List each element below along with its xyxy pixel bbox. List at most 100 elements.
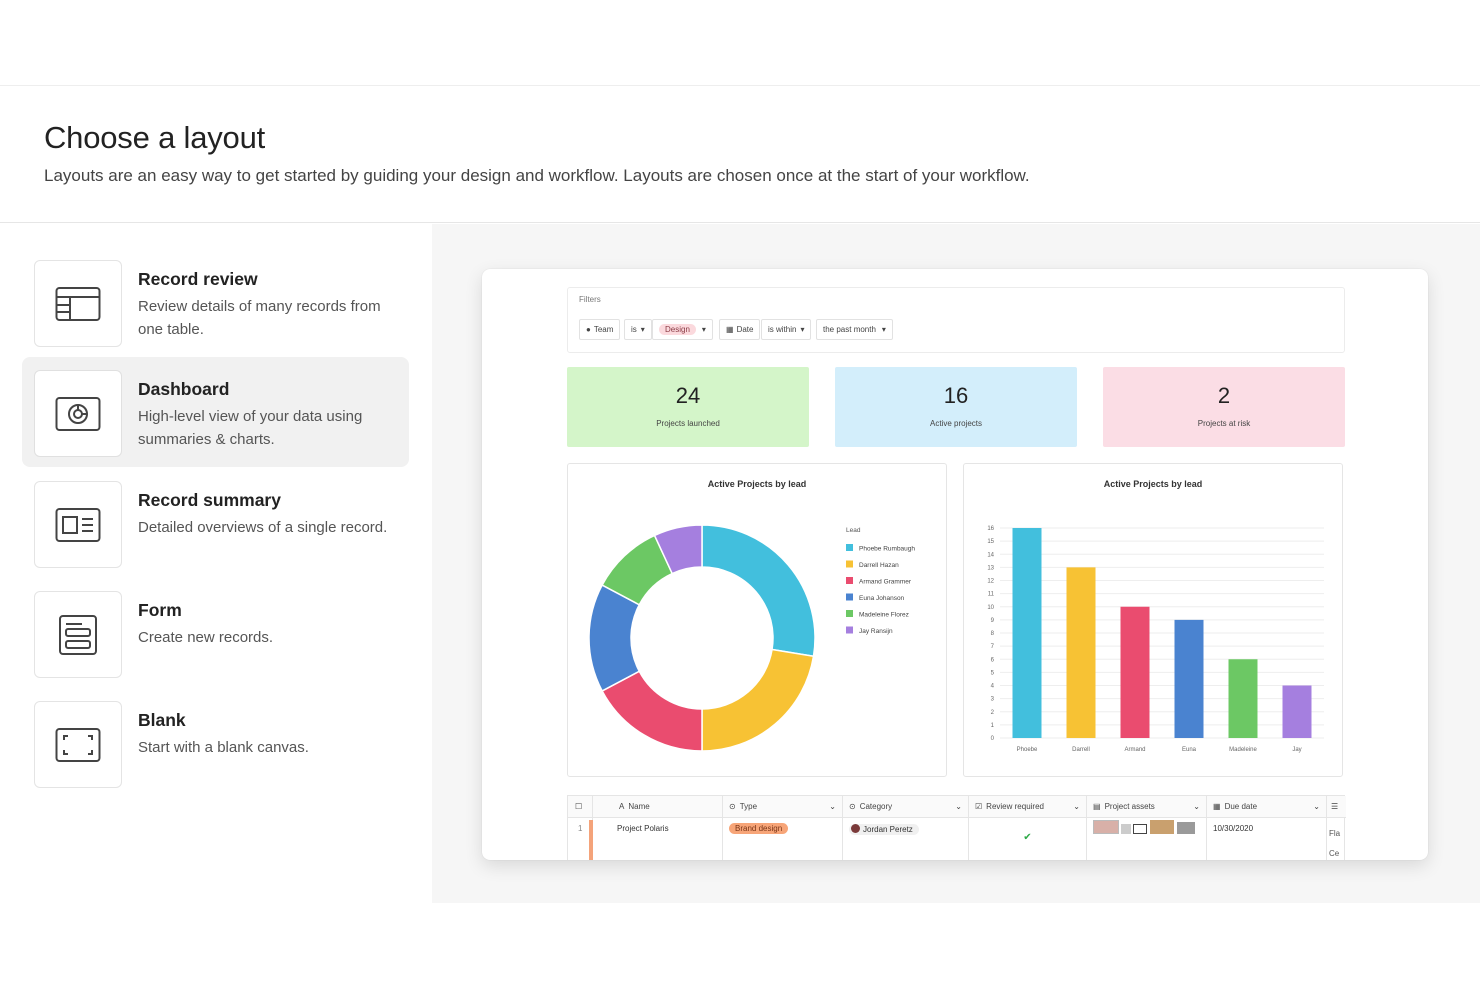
chevron-down-icon: ⌄ [829,802,836,811]
chevron-down-icon: ⌄ [1193,802,1200,811]
layout-list: Record review Review details of many rec… [0,224,432,903]
layout-option-form[interactable]: Form Create new records. [22,578,409,688]
legend-label: Darrell Hazan [859,562,899,569]
donut-chart: Lead Phoebe Rumbaugh Darrell Hazan Armand G… [588,524,915,752]
y-tick-label: 6 [991,657,995,663]
dashboard-preview: Filters ● Team is ▾ Design ▾ ▦ Date is withi… [482,269,1428,860]
filter-chip-date[interactable]: ▦ Date [719,319,761,340]
filter-chip-range[interactable]: the past month ▾ [816,319,893,340]
legend-title: Lead [846,527,861,534]
x-tick-label: Jay [1292,747,1301,753]
filter-field: Team [593,325,614,334]
page-title: Choose a layout [44,120,266,155]
donut-chart-card: Active Projects by lead Lead Phoebe Rumba… [567,463,947,777]
donut-slice [701,524,816,658]
form-icon [34,591,122,678]
preview-area: Filters ● Team is ▾ Design ▾ ▦ Date is withi… [432,224,1480,903]
more-columns-icon[interactable]: ☰ [1327,796,1346,818]
select-field-icon: ⊙ [849,802,856,811]
layout-option-record-summary[interactable]: Record summary Detailed overviews of a s… [22,468,409,578]
cell-due-date: 10/30/2020 [1207,818,1327,860]
chevron-down-icon: ⌄ [955,802,962,811]
layout-description: Create new records. [138,629,274,646]
donut-slice [653,524,703,575]
x-tick-label: Darrell [1072,747,1090,753]
cell-review-checkbox[interactable]: ✔ [969,818,1087,860]
cell-overflow-text: Ce [1329,849,1340,858]
y-tick-label: 12 [987,579,994,585]
y-tick-label: 1 [991,723,995,729]
stat-label: Projects at risk [1197,419,1251,428]
record-summary-icon [34,481,122,568]
filter-chip-operator[interactable]: is ▾ [624,319,652,340]
y-tick-label: 13 [987,565,994,571]
filter-field: Date [736,325,754,334]
bar [1228,659,1258,738]
legend-swatch [846,610,853,617]
cell-category[interactable]: Jordan Peretz [843,818,969,860]
date-field-icon: ▦ [1213,802,1221,811]
type-pill: Brand design [729,823,789,834]
checkbox-field-icon: ☑ [975,802,983,811]
chevron-down-icon: ▾ [640,325,645,334]
filter-value: the past month [823,325,876,334]
stat-card-at-risk: 2 Projects at risk [1103,367,1345,447]
legend-label: Euna Johanson [859,595,905,602]
asset-thumbnail [1093,820,1119,834]
cell-assets[interactable] [1087,818,1207,860]
legend-swatch [846,560,853,568]
layout-description: Detailed overviews of a single record. [138,519,388,536]
layout-title: Form [138,600,182,620]
y-tick-label: 16 [987,526,994,532]
cell-type[interactable]: Brand design [723,818,843,860]
records-table: ☐ A Name ⊙ Type ⌄ ⊙ Category ⌄ ☑ Review requir… [567,795,1346,860]
y-tick-label: 5 [991,670,995,676]
x-tick-label: Madeleine [1229,747,1257,753]
cell-overflow: Fla Ce [1327,818,1346,860]
stat-value: 16 [943,383,969,408]
text-field-icon: A [619,802,625,811]
filters-label: Filters [579,295,601,304]
column-label: Type [739,802,758,811]
layout-description: Review details of many records from one … [138,298,381,338]
stat-label: Projects launched [656,419,720,428]
y-tick-label: 0 [991,736,995,742]
column-label: Due date [1224,802,1258,811]
layout-description: Start with a blank canvas. [138,739,309,756]
stat-value: 24 [675,383,701,408]
layout-option-record-review[interactable]: Record review Review details of many rec… [22,247,409,357]
asset-thumbnail [1177,822,1195,834]
y-tick-label: 9 [991,618,995,624]
bar [1120,606,1150,738]
bar [1282,685,1312,738]
bar-chart-card: Active Projects by lead 0 1 2 3 4 5 6 7 8 9 10 11 12… [963,463,1343,777]
column-header-review[interactable]: ☑ Review required ⌄ [969,796,1087,818]
filter-chip-team[interactable]: ● Team [579,319,621,340]
layout-title: Record review [138,269,258,289]
bar [1066,567,1096,738]
chart-title: Active Projects by lead [1103,479,1203,489]
asset-thumbnail [1150,820,1174,834]
chevron-down-icon: ▾ [701,325,706,334]
filter-chip-value[interactable]: Design ▾ [652,319,713,340]
cell-name[interactable]: Project Polaris [589,818,723,860]
filter-chip-within[interactable]: is within ▾ [761,319,812,340]
chart-title: Active Projects by lead [707,479,807,489]
legend-label: Madeleine Florez [859,612,909,619]
cell-value: Project Polaris [617,824,669,833]
column-header-type[interactable]: ⊙ Type ⌄ [723,796,843,818]
column-header-due[interactable]: ▦ Due date ⌄ [1207,796,1327,818]
layout-option-blank[interactable]: Blank Start with a blank canvas. [22,688,409,798]
column-header-assets[interactable]: ▤ Project assets ⌄ [1087,796,1207,818]
column-header-category[interactable]: ⊙ Category ⌄ [843,796,969,818]
stat-card-active: 16 Active projects [835,367,1077,447]
column-label: Review required [986,802,1044,811]
y-tick-label: 3 [991,697,995,703]
column-header-name[interactable]: A Name [593,796,723,818]
select-all-checkbox[interactable]: ☐ [568,796,593,818]
select-field-icon: ⊙ [729,802,736,811]
layout-title: Blank [138,710,186,730]
layout-option-dashboard[interactable]: Dashboard High-level view of your data u… [22,357,409,467]
team-icon: ● [586,325,591,334]
